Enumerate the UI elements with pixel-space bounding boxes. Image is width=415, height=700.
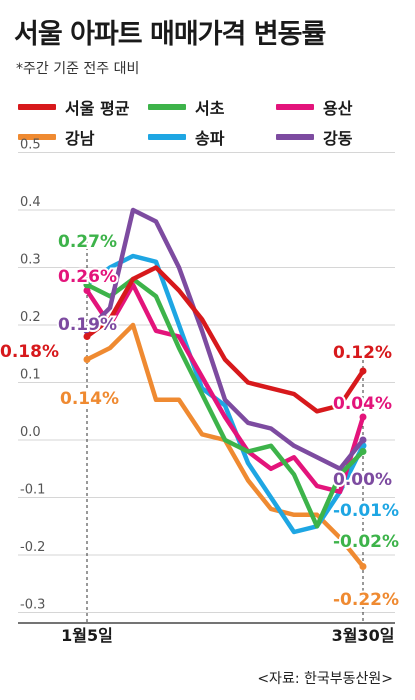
series-line-5 (84, 207, 366, 472)
legend-label: 용산 (323, 99, 353, 118)
y-tick-label: 0.5 (20, 138, 41, 153)
start-point-0 (83, 333, 91, 340)
legend-label: 서초 (195, 99, 225, 118)
series-line-2 (84, 282, 366, 495)
legend-swatch (18, 134, 56, 140)
end-value-label: 0.04% (333, 394, 392, 414)
y-tick-label: 0.2 (20, 310, 41, 325)
end-value-label: 0.00% (333, 470, 392, 490)
legend-swatch (276, 134, 314, 140)
y-tick-label: 0.0 (20, 425, 41, 440)
legend-swatch (148, 134, 186, 140)
y-tick-label: -0.3 (20, 598, 45, 613)
start-value-label: 0.14% (60, 389, 119, 409)
start-point-2 (83, 287, 91, 294)
chart-subtitle: *주간 기준 전주 대비 (16, 61, 140, 77)
y-tick-label: 0.1 (20, 368, 41, 383)
start-point-1 (83, 281, 91, 289)
y-tick-label: 0.4 (20, 195, 41, 210)
legend-item-seocho: 서초 (148, 96, 224, 118)
end-value-label: -0.01% (333, 501, 399, 521)
legend-label: 송파 (195, 129, 225, 148)
start-value-label: 0.26% (58, 267, 117, 287)
x-tick-label-end: 3월30일 (332, 626, 395, 645)
start-point-3 (83, 356, 91, 363)
legend-item-gangnam: 강남 (18, 126, 94, 148)
end-value-label: 0.12% (333, 343, 392, 363)
series-line-0 (84, 265, 366, 414)
end-point-5 (359, 436, 367, 444)
source-note: <자료: 한국부동산원> (257, 671, 393, 687)
legend-swatch (148, 104, 186, 110)
end-value-label: -0.02% (333, 532, 399, 552)
y-tick-label: 0.3 (20, 253, 41, 268)
x-tick-label-start: 1월5일 (61, 626, 113, 645)
legend-swatch (18, 104, 56, 110)
start-value-label: 0.19% (58, 315, 117, 335)
legend-item-songpa: 송파 (148, 126, 224, 148)
legend-label: 강동 (323, 129, 353, 148)
y-tick-label: -0.1 (20, 483, 45, 498)
legend-item-yongsan: 용산 (276, 96, 352, 118)
start-value-label: 0.27% (58, 232, 117, 252)
legend: 서울 평균 서초 용산 강남 송파 강동 (18, 96, 408, 156)
legend-item-gangdong: 강동 (276, 126, 352, 148)
chart-title: 서울 아파트 매매가격 변동률 (14, 19, 326, 50)
legend-label: 강남 (65, 129, 95, 148)
end-point-1 (359, 448, 367, 455)
end-value-label: -0.22% (333, 590, 399, 610)
end-point-2 (359, 413, 367, 421)
end-point-0 (359, 367, 367, 375)
legend-item-seoul-avg: 서울 평균 (18, 96, 129, 118)
start-value-label: 0.18% (0, 342, 59, 362)
legend-swatch (276, 104, 314, 110)
end-point-3 (359, 563, 367, 570)
legend-label: 서울 평균 (65, 99, 130, 118)
y-tick-label: -0.2 (20, 540, 45, 555)
